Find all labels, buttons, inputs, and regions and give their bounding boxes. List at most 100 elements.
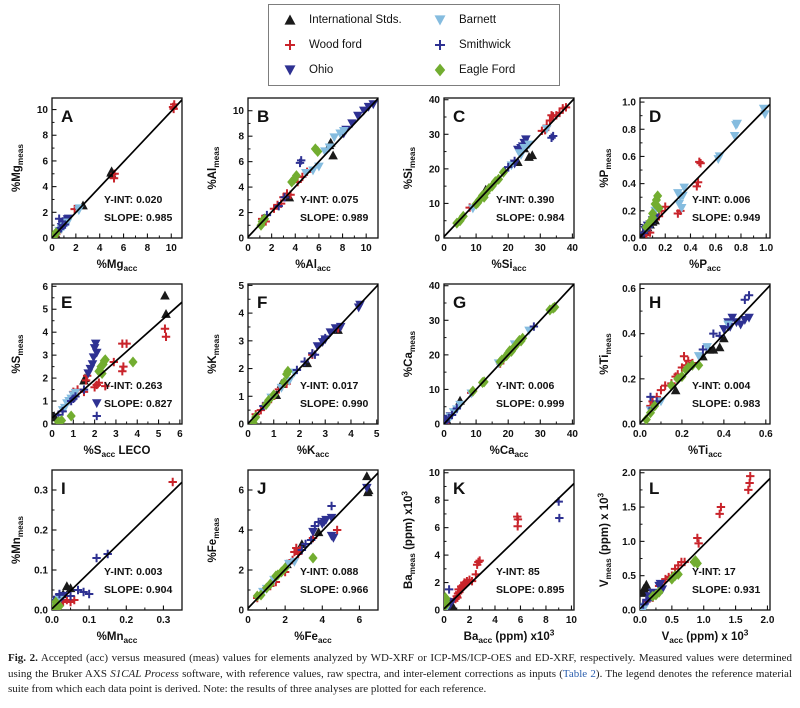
data-point	[101, 381, 110, 391]
panel-letter: K	[453, 479, 466, 498]
y-tick-label: 0.1	[34, 566, 48, 577]
y-tick-label: 30	[429, 130, 441, 141]
legend-entry-woodford: Wood ford	[281, 36, 362, 54]
data-point	[694, 539, 703, 548]
data-point	[284, 14, 296, 25]
diamond-icon	[434, 63, 446, 77]
data-point	[444, 596, 450, 608]
fit-line	[640, 284, 770, 424]
panel-L: 0.0 0.0 0.5 0.5 1.0 1.0 1.5 1.5 2.0 2.0 L Y-INT: 17…	[594, 462, 790, 648]
panel-letter: D	[649, 107, 661, 126]
y-tick-label: 1	[42, 397, 48, 408]
y-intercept-label: Y-INT: 0.263	[104, 380, 163, 392]
x-tick-label: 2	[73, 243, 79, 254]
data-point	[674, 199, 684, 209]
x-tick-label: 0.0	[633, 243, 647, 254]
y-axis-label: %Femeas	[207, 517, 221, 562]
data-point	[83, 369, 94, 379]
data-point	[719, 333, 729, 343]
y-tick-label: 4	[42, 328, 48, 339]
y-intercept-label: Y-INT: 0.390	[496, 194, 555, 206]
x-tick-label: 2.0	[760, 615, 774, 626]
legend-label: Ohio	[309, 64, 334, 76]
panel-letter: H	[649, 293, 661, 312]
y-axis-label: %Pmeas	[599, 148, 613, 188]
y-axis-label: Vmeas (ppm) x 103	[596, 493, 614, 588]
data-point	[434, 63, 446, 77]
y-tick-label: 0.4	[622, 179, 636, 190]
data-point	[308, 166, 318, 176]
y-tick-label: 0	[434, 234, 440, 245]
data-point	[698, 345, 708, 354]
y-tick-label: 5	[42, 305, 48, 316]
data-point	[744, 313, 754, 323]
data-point	[92, 553, 101, 563]
data-point	[94, 378, 104, 387]
y-axis-label: %Simeas	[403, 146, 417, 189]
x-tick-label: 4	[292, 243, 298, 254]
panel-K: 0 0 2 2 4 4 6 6 8 8 10 10 K Y-INT: 85 SLOPE: 0.895 Baac…	[398, 462, 594, 648]
slope-label: SLOPE: 0.904	[104, 584, 172, 596]
fit-line	[52, 481, 182, 610]
data-point	[695, 157, 704, 167]
panel-letter: E	[61, 293, 72, 312]
x-tick-label: 8	[543, 615, 549, 626]
fit-line	[444, 98, 574, 238]
data-point	[353, 111, 363, 121]
y-intercept-label: Y-INT: 0.075	[300, 194, 359, 206]
y-tick-label: 4	[42, 182, 48, 193]
data-point	[66, 410, 76, 422]
x-tick-label: 20	[503, 429, 515, 440]
y-tick-label: 2	[238, 566, 244, 577]
x-tick-label: 0.2	[675, 429, 689, 440]
data-point	[513, 522, 522, 531]
data-point	[248, 417, 258, 424]
x-tick-label: 6	[121, 243, 127, 254]
data-point	[91, 399, 102, 409]
y-tick-label: 3	[238, 336, 244, 347]
y-tick-label: 0.0	[622, 420, 636, 431]
data-point	[475, 556, 484, 565]
y-tick-label: 6	[42, 282, 48, 293]
x-tick-label: 0.8	[734, 243, 748, 254]
data-point	[301, 539, 310, 549]
y-tick-label: 0.2	[622, 374, 636, 385]
data-point	[273, 569, 283, 581]
data-point	[332, 525, 342, 535]
data-point	[457, 582, 466, 591]
data-point	[300, 357, 309, 366]
x-tick-label: 5	[374, 429, 380, 440]
x-tick-label: 8	[340, 243, 346, 254]
series-barnett	[301, 127, 349, 178]
x-tick-label: 30	[535, 243, 547, 254]
data-point	[279, 376, 289, 388]
x-axis-label: %Mgacc	[97, 259, 138, 273]
data-point	[727, 313, 738, 323]
data-point	[118, 367, 127, 376]
data-point	[308, 552, 318, 564]
y-tick-label: 0.0	[622, 234, 636, 245]
fit-line	[248, 472, 378, 609]
x-tick-label: 30	[535, 429, 547, 440]
data-point	[434, 15, 446, 26]
plot-frame	[639, 283, 771, 425]
data-point	[641, 413, 651, 424]
data-point	[514, 149, 525, 159]
data-point	[276, 566, 286, 578]
data-point	[52, 596, 61, 608]
y-tick-label: 8	[238, 132, 244, 143]
x-tick-label: 4	[134, 429, 140, 440]
legend-label: Barnett	[459, 14, 497, 26]
y-tick-label: 3	[42, 351, 48, 362]
data-point	[740, 295, 750, 305]
y-tick-label: 8	[42, 131, 48, 142]
y-intercept-label: Y-INT: 0.006	[496, 380, 555, 392]
y-tick-label: 4	[238, 183, 244, 194]
fit-line	[52, 301, 182, 419]
data-point	[161, 309, 171, 318]
data-point	[555, 108, 564, 118]
data-point	[119, 362, 128, 371]
data-point	[79, 587, 88, 597]
data-point	[359, 106, 369, 116]
table-2-link[interactable]: Table 2	[562, 667, 596, 680]
